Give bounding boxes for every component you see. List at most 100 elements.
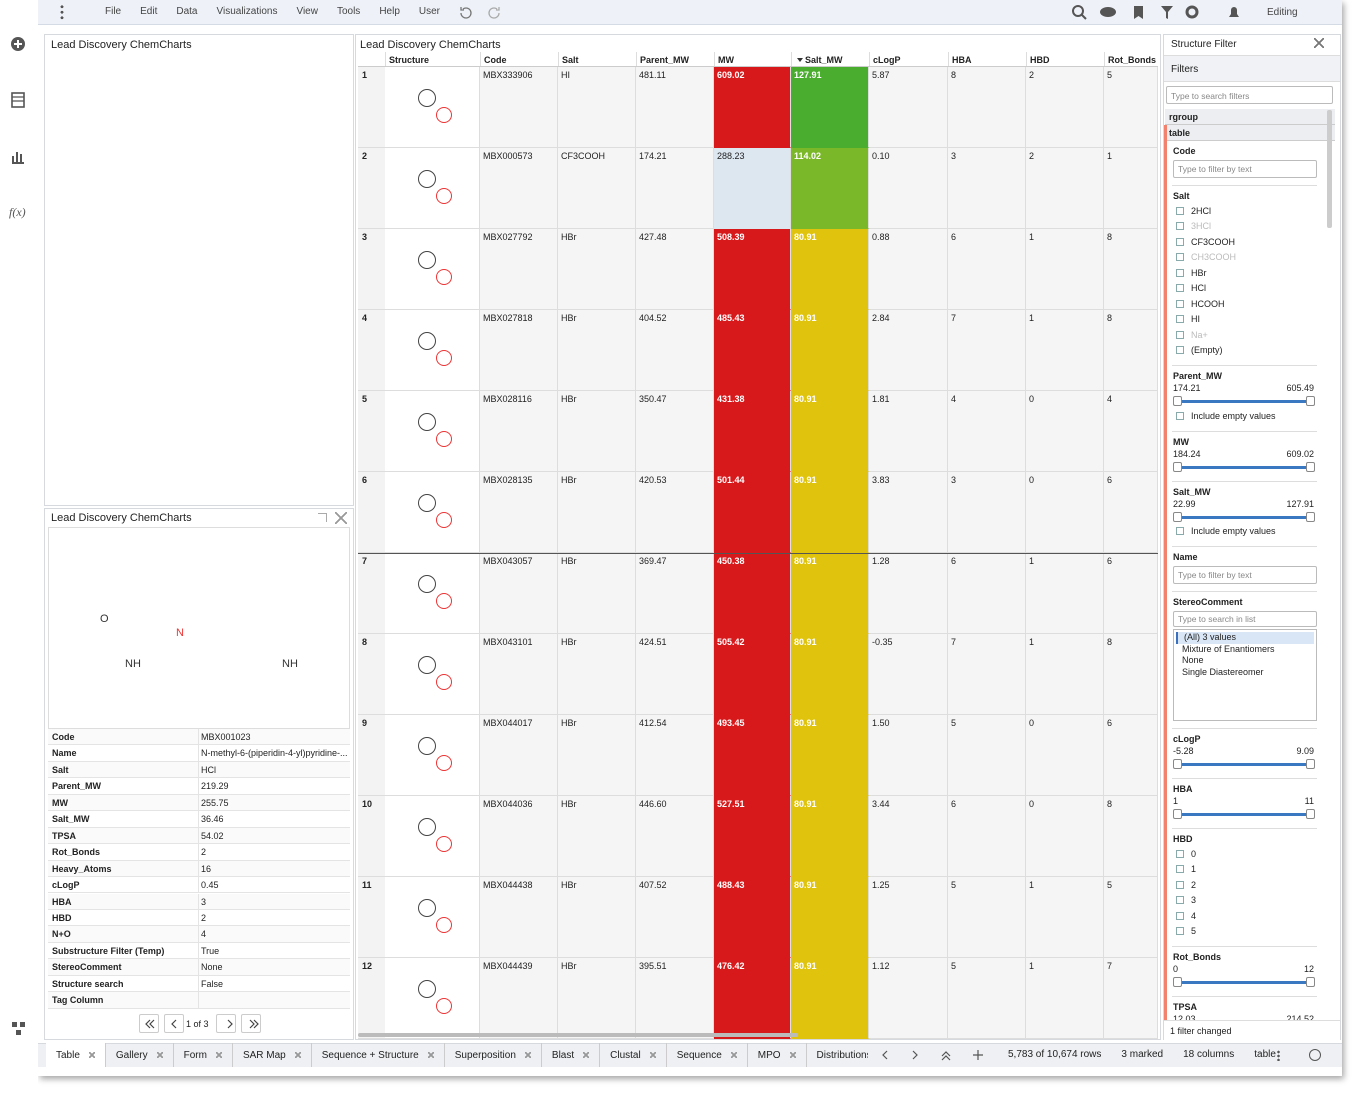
slider-handle[interactable] xyxy=(1306,977,1315,987)
cell-text[interactable]: 80.91 xyxy=(794,880,817,890)
cell-text[interactable]: HBr xyxy=(561,718,577,728)
tab[interactable]: SAR Map xyxy=(233,1043,312,1067)
range-slider[interactable] xyxy=(1173,758,1317,771)
cell-text[interactable]: 412.54 xyxy=(639,718,667,728)
filter-group[interactable] xyxy=(1165,109,1335,125)
cell-text[interactable]: 4 xyxy=(951,394,957,404)
cell-text[interactable]: MBX044438 xyxy=(483,880,533,890)
range-slider[interactable] xyxy=(1173,461,1317,474)
cell-text[interactable]: 6 xyxy=(951,556,957,566)
tab-nav[interactable] xyxy=(875,1045,995,1065)
cell-text[interactable]: 431.38 xyxy=(717,394,745,404)
cell-text[interactable]: 0 xyxy=(1029,718,1035,728)
cell-text[interactable]: 6 xyxy=(951,232,957,242)
cell-text[interactable]: 80.91 xyxy=(794,556,817,566)
column-header[interactable]: Structure xyxy=(389,55,430,65)
cell-text[interactable]: 476.42 xyxy=(717,961,745,971)
cell-text[interactable]: HBr xyxy=(561,475,577,485)
menu-item[interactable]: Tools xyxy=(336,6,361,17)
check-row[interactable]: CH3COOH xyxy=(1173,250,1317,266)
cell-text[interactable]: 501.44 xyxy=(717,475,745,485)
check-row[interactable]: 0 xyxy=(1173,846,1317,862)
cell-text[interactable]: 80.91 xyxy=(794,637,817,647)
cell-text[interactable]: 6 xyxy=(1107,556,1113,566)
cell-text[interactable]: 450.38 xyxy=(717,556,745,566)
tab[interactable]: Gallery xyxy=(106,1043,174,1067)
cell-text[interactable]: 1 xyxy=(1029,880,1035,890)
cell-text[interactable]: 481.11 xyxy=(639,70,666,80)
menu-item[interactable]: Data xyxy=(176,6,198,17)
slider-handle[interactable] xyxy=(1173,396,1182,406)
cell-text[interactable]: 420.53 xyxy=(639,475,667,485)
cell-text[interactable]: 5 xyxy=(951,880,957,890)
cell-text[interactable]: 1 xyxy=(1029,637,1035,647)
cell-text[interactable]: 8 xyxy=(1107,799,1113,809)
menu-dots[interactable] xyxy=(58,4,66,20)
bookmark-icon[interactable] xyxy=(1134,6,1143,19)
tab-close[interactable] xyxy=(649,1052,656,1058)
check-row[interactable]: 4 xyxy=(1173,908,1317,924)
status-table[interactable]: table xyxy=(1254,1049,1276,1060)
slider-handle[interactable] xyxy=(1306,396,1315,406)
cell-text[interactable]: 8 xyxy=(1107,232,1113,242)
cell-text[interactable]: 1 xyxy=(1029,556,1035,566)
cell-text[interactable]: 427.48 xyxy=(639,232,667,242)
tab[interactable]: Distributions xyxy=(807,1043,868,1067)
filter-close[interactable] xyxy=(1314,38,1324,48)
check-row[interactable]: Na+ xyxy=(1173,327,1317,343)
cell-text[interactable]: 488.43 xyxy=(717,880,745,890)
chart-icon[interactable] xyxy=(12,152,24,164)
tab[interactable]: Table xyxy=(46,1043,106,1067)
tab[interactable]: Sequence + Structure xyxy=(312,1043,445,1067)
cell-text[interactable]: MBX044439 xyxy=(483,961,533,971)
tab-close[interactable] xyxy=(524,1052,531,1058)
form-close[interactable] xyxy=(335,512,347,524)
cell-text[interactable]: 7 xyxy=(1107,961,1113,971)
filter-search[interactable]: Type to search filters xyxy=(1166,86,1333,104)
redo-icon[interactable] xyxy=(488,7,500,19)
tab-close[interactable] xyxy=(730,1052,737,1058)
filter-group[interactable] xyxy=(1165,125,1335,141)
cell-text[interactable]: HBr xyxy=(561,961,577,971)
cell-text[interactable]: 505.42 xyxy=(717,637,745,647)
cell-text[interactable]: MBX044017 xyxy=(483,718,533,728)
cell-text[interactable]: MBX028116 xyxy=(483,394,532,404)
slider-handle[interactable] xyxy=(1173,759,1182,769)
pager-next[interactable] xyxy=(216,1014,236,1033)
cell-text[interactable]: 80.91 xyxy=(794,232,817,242)
cell-text[interactable]: 350.47 xyxy=(639,394,667,404)
cell-text[interactable]: 3.44 xyxy=(872,799,890,809)
check-row[interactable]: 2 xyxy=(1173,877,1317,893)
cell-text[interactable]: 0 xyxy=(1029,394,1035,404)
check-row[interactable]: HCOOH xyxy=(1173,296,1317,312)
cell-text[interactable]: 1.81 xyxy=(872,394,890,404)
list-item[interactable]: Single Diastereomer xyxy=(1182,666,1264,677)
tab-close[interactable] xyxy=(294,1052,301,1058)
cell-text[interactable]: HBr xyxy=(561,313,577,323)
cell-text[interactable]: 2.84 xyxy=(872,313,890,323)
cell-text[interactable]: HI xyxy=(561,70,570,80)
cell-text[interactable]: 0.88 xyxy=(872,232,890,242)
cell-text[interactable]: 80.91 xyxy=(794,394,817,404)
cell-text[interactable]: 5 xyxy=(951,961,957,971)
cell-text[interactable]: 0 xyxy=(1029,799,1035,809)
cell-text[interactable]: 127.91 xyxy=(794,70,822,80)
cell-text[interactable]: 1 xyxy=(1029,313,1035,323)
slider-handle[interactable] xyxy=(1306,759,1315,769)
pager-first[interactable] xyxy=(139,1014,159,1033)
range-slider[interactable] xyxy=(1173,395,1317,408)
tab-close[interactable] xyxy=(427,1052,434,1058)
slider-handle[interactable] xyxy=(1306,809,1315,819)
list-item[interactable]: None xyxy=(1182,655,1204,665)
cell-text[interactable]: HBr xyxy=(561,232,577,242)
cell-text[interactable]: HBr xyxy=(561,556,577,566)
tab-close[interactable] xyxy=(583,1052,590,1058)
cell-text[interactable]: MBX000573 xyxy=(483,151,533,161)
slider-handle[interactable] xyxy=(1306,511,1315,522)
range-slider[interactable] xyxy=(1173,511,1317,524)
search-icon[interactable] xyxy=(1072,5,1084,17)
pager-last[interactable] xyxy=(241,1014,261,1033)
column-header[interactable]: Salt_MW xyxy=(805,55,843,65)
check-row[interactable]: Include empty values xyxy=(1173,524,1317,540)
pager-prev[interactable] xyxy=(164,1014,184,1033)
